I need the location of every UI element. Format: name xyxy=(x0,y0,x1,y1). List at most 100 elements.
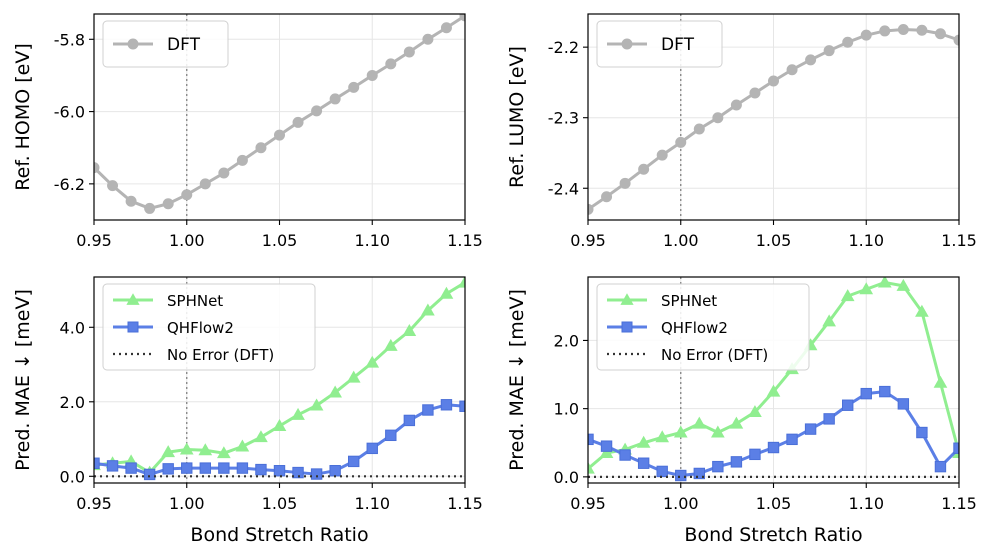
panel-bottom-right-legend-box xyxy=(596,283,810,371)
panel-bottom-left-series-qhflow2-point xyxy=(385,429,397,442)
panel-bottom-right-x-tick-label: 0.95 xyxy=(570,494,606,513)
panel-bottom-left-series-sphnet-point xyxy=(309,398,324,411)
panel-top-left-series-dft-point xyxy=(366,69,378,81)
panel-bottom-left-series-sphnet-point xyxy=(235,439,250,452)
panel-bottom-right-x-tick-label: 1.10 xyxy=(848,494,884,513)
panel-bottom-left-legend-label-sphnet: SPHNet xyxy=(167,292,223,310)
panel-top-right-series-dft-point xyxy=(768,75,779,87)
panel-bottom-left-series-qhflow2-point xyxy=(218,462,230,474)
panel-bottom-left-series-sphnet-point xyxy=(254,430,268,443)
panel-top-left-y-tick-label: -6.0 xyxy=(54,103,85,122)
panel-bottom-left-series-sphnet-point xyxy=(365,355,380,368)
panel-bottom-right-y-tick-label: 2.0 xyxy=(554,331,579,350)
panel-top-right-x-tick-label: 1.00 xyxy=(663,231,699,250)
panel-bottom-right-series-qhflow2-point xyxy=(675,469,687,482)
panel-top-left-series-dft-point xyxy=(255,142,267,154)
panel-bottom-left-series-sphnet-point xyxy=(161,445,176,458)
panel-bottom-left-series-qhflow2-point xyxy=(255,463,267,476)
panel-bottom-right-series-qhflow2-point xyxy=(712,460,724,473)
panel-bottom-right-series-sphnet-point xyxy=(599,445,614,458)
panel-bottom-right-series-sphnet-point xyxy=(711,425,725,438)
panel-bottom-right-series-sphnet-point xyxy=(636,435,651,448)
panel-bottom-left-series-sphnet-point xyxy=(291,407,305,420)
panel-bottom-left-legend-label-qhflow2: QHFlow2 xyxy=(167,319,234,337)
panel-top-right-series-dft-point xyxy=(879,25,891,37)
panel-bottom-right-legend-marker-sphnet xyxy=(620,293,634,305)
panel-bottom-right-series-qhflow2-point xyxy=(600,440,613,452)
panel-bottom-right-x-tick-label: 1.00 xyxy=(663,494,699,513)
panel-top-left-x-tick-label: 1.15 xyxy=(447,231,483,250)
panel-bottom-right-series-qhflow2-point xyxy=(637,457,650,469)
panel-bottom-right-series-qhflow2-point xyxy=(860,387,872,400)
panel-bottom-right-series-qhflow2-point xyxy=(749,448,761,461)
panel-bottom-right-series-sphnet-point xyxy=(840,289,855,302)
panel-bottom-left-series-sphnet-point xyxy=(272,419,287,431)
panel-bottom-left-x-tick-label: 0.95 xyxy=(76,494,112,513)
panel-top-right-y-tick-label: -2.4 xyxy=(548,179,579,198)
panel-top-right-series-dft-point xyxy=(823,45,835,57)
panel-top-left-series-dft-point xyxy=(329,93,341,105)
panel-top-right-series-dft-point xyxy=(638,163,650,175)
panel-bottom-right-series-qhflow2-point xyxy=(767,441,780,454)
panel-top-right-series-dft-point xyxy=(730,99,742,111)
panel-top-left-series-dft-point xyxy=(459,14,465,22)
panel-bottom-left-series-sphnet-point xyxy=(402,324,417,336)
panel-bottom-left-series-qhflow2-point xyxy=(422,404,434,416)
panel-bottom-right-series-sphnet-point xyxy=(822,314,836,327)
panel-bottom-left-series-qhflow2-point xyxy=(348,455,360,468)
panel-top-right-series-dft-point xyxy=(749,87,761,99)
panel-bottom-right-x-axis-label: Bond Stretch Ratio xyxy=(684,524,862,546)
panel-bottom-right-series-qhflow2-point xyxy=(730,456,743,468)
panel-bottom-left-y-axis-label: Pred. MAE ↓ [meV] xyxy=(12,289,34,471)
panel-top-right-series-dft-point xyxy=(588,203,594,215)
panel-top-left-x-tick-label: 1.00 xyxy=(169,231,205,250)
panel-bottom-right-series-sphnet-point xyxy=(748,405,762,418)
panel-bottom-left-y-tick-label: 2.0 xyxy=(60,393,85,412)
panel-bottom-left-series-qhflow2-point xyxy=(162,463,174,475)
panel-bottom-left: 0.95 1.00 1.05 1.10 1.15 0.0 2.0 4.0 Pred. MAE ↓… xyxy=(12,276,483,546)
panel-bottom-left-series-qhflow2-point xyxy=(310,468,323,480)
panel-top-left-series-dft-point xyxy=(107,180,119,192)
panel-top-left-series-dft-point xyxy=(162,198,174,210)
panel-bottom-left-series-qhflow2-point xyxy=(199,462,212,474)
panel-bottom-right-series-qhflow2-point xyxy=(619,449,631,461)
panel-bottom-left-series-sphnet-point xyxy=(458,277,465,288)
panel-bottom-left-x-tick-label: 1.00 xyxy=(169,494,205,513)
panel-bottom-left-series-qhflow2-point xyxy=(236,462,249,474)
panel-top-right-y-axis-label: Ref. LUMO [eV] xyxy=(506,46,528,188)
panel-bottom-right-series-qhflow2-point xyxy=(842,399,854,411)
panel-top-right-series-dft-point xyxy=(656,149,668,161)
panel-top-right-x-tick-label: 1.10 xyxy=(848,231,884,250)
panel-bottom-left-x-tick-label: 1.10 xyxy=(354,494,390,513)
panel-bottom-right-series-sphnet-point xyxy=(896,278,911,291)
panel-top-left-series-dft-point xyxy=(199,178,211,190)
panel-bottom-right-series-qhflow2-point xyxy=(934,460,947,473)
panel-top-right-legend: DFT xyxy=(596,20,723,68)
panel-bottom-right-y-tick-label: 0.0 xyxy=(554,468,579,487)
panel-bottom-left-series-qhflow2-point xyxy=(125,462,137,474)
panel-bottom-right-series-sphnet-point xyxy=(766,384,781,397)
panel-top-left-series-dft-point xyxy=(274,129,285,141)
panel-bottom-left-series-sphnet-point xyxy=(328,385,342,398)
panel-bottom-right-plot-area xyxy=(588,277,959,482)
panel-top-left: 0.95 1.00 1.05 1.10 1.15 -6.2 -6.0 -5.8 Ref. HOM… xyxy=(12,13,483,250)
panel-bottom-right-x-tick-label: 1.15 xyxy=(941,494,977,513)
panel-top-right-series-dft-point xyxy=(916,24,928,36)
panel-bottom-left-series-sphnet-point xyxy=(179,442,194,455)
panel-top-left-legend-marker-dft xyxy=(127,38,139,50)
panel-bottom-left-series-qhflow2-point xyxy=(273,465,286,477)
panel-bottom-right-series-qhflow2-point xyxy=(879,385,891,398)
panel-bottom-right-series-sphnet-point xyxy=(729,416,744,429)
panel-top-right-legend-label-dft: DFT xyxy=(661,35,695,55)
panel-bottom-right-series-sphnet-point xyxy=(915,304,929,317)
panel-top-left-series-dft-point xyxy=(311,105,323,117)
panel-top-right-x-tick-label: 0.95 xyxy=(570,231,606,250)
panel-bottom-left-y-tick-label: 0.0 xyxy=(60,467,85,486)
panel-top-right-y-tick-label: -2.2 xyxy=(548,38,579,57)
panel-top-right-series-dft-point xyxy=(805,54,817,66)
panel-top-right-y-tick-label: -2.3 xyxy=(548,109,579,128)
panel-bottom-right-series-qhflow2-point xyxy=(656,465,668,478)
panel-bottom-right-series-qhflow2-point xyxy=(897,398,910,410)
panel-bottom-right-series-sphnet-point xyxy=(673,425,688,438)
panel-top-right-series-dft-point xyxy=(842,36,854,48)
